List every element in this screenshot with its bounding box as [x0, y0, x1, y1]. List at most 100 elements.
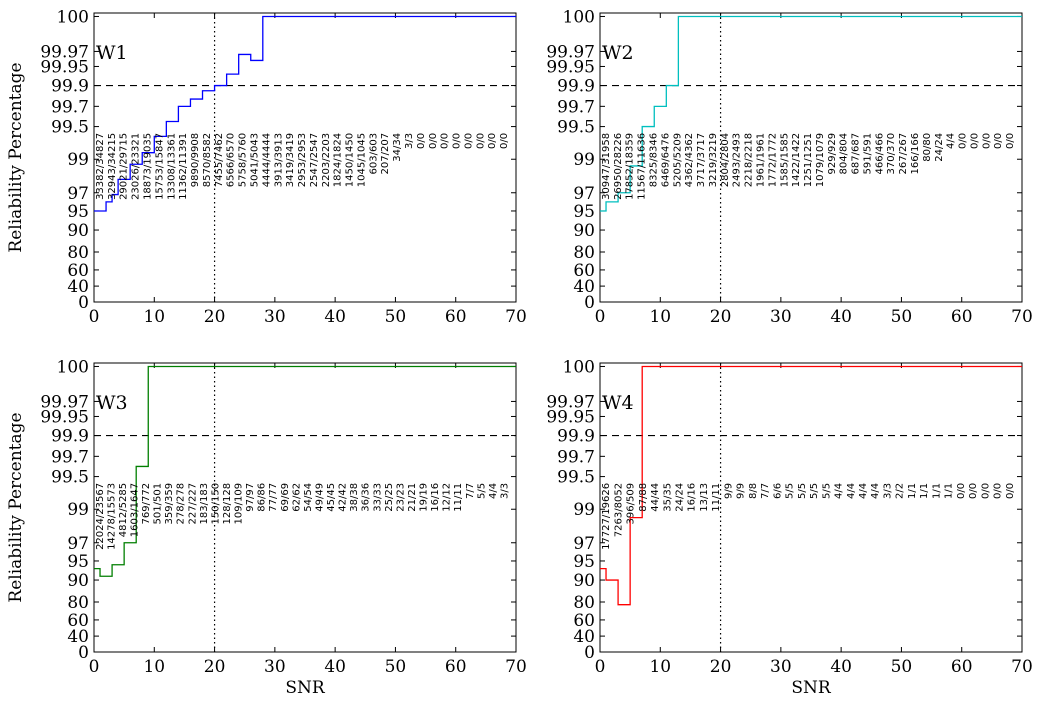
x-tick-label: 50 [385, 657, 407, 677]
y-tick-label: 60 [67, 261, 89, 281]
count-annotation: 1422/1422 [791, 133, 802, 187]
count-annotation: 29021/29715 [119, 133, 130, 200]
x-tick-label: 30 [770, 657, 792, 677]
count-annotation: 0/0 [993, 483, 1004, 499]
count-annotation: 69/69 [280, 483, 291, 512]
x-tick-label: 30 [770, 307, 792, 327]
count-annotation: 2804/2804 [720, 133, 731, 187]
x-tick-label: 70 [505, 307, 527, 327]
count-annotation: 5/5 [797, 483, 808, 499]
count-annotation: 3/3 [499, 483, 510, 499]
y-axis-title: Reliability Percentage [6, 412, 26, 602]
y-tick-label: 97 [67, 534, 89, 554]
count-annotation: 35/35 [662, 483, 673, 512]
count-annotation: 1824/1824 [333, 133, 344, 187]
count-annotation: 687/687 [851, 133, 862, 175]
y-tick-label: 100 [57, 7, 89, 27]
count-annotation: 929/929 [827, 133, 838, 175]
y-tick-label: 99.95 [40, 57, 89, 77]
panel-label: W1 [96, 42, 128, 64]
count-annotation: 6566/6570 [226, 133, 237, 187]
x-tick-label: 40 [830, 307, 852, 327]
count-annotation: 4/4 [834, 483, 845, 499]
y-tick-label: 95 [573, 552, 595, 572]
count-annotation: 0/0 [956, 483, 967, 499]
count-annotation: 26950/28226 [613, 133, 624, 200]
y-tick-label: 99.9 [557, 427, 595, 447]
y-tick-label: 0 [584, 643, 595, 663]
count-annotation: 9/9 [736, 483, 747, 499]
count-annotation: 4/4 [858, 483, 869, 499]
x-tick-label: 40 [830, 657, 852, 677]
count-annotation: 13/13 [699, 483, 710, 512]
count-annotation: 166/166 [910, 133, 921, 175]
plot-panel-w1: 0 10 20 30 40 50 60 7004060809095979999.599.799… [6, 7, 527, 327]
y-tick-label: 80 [573, 243, 595, 263]
count-annotation: 1772/1772 [767, 133, 778, 187]
count-annotation: 0/0 [981, 133, 992, 149]
y-tick-label: 90 [67, 571, 89, 591]
y-tick-label: 99.7 [557, 97, 595, 117]
y-tick-label: 80 [573, 593, 595, 613]
count-annotation: 1079/1079 [815, 133, 826, 187]
count-annotation: 5/5 [476, 483, 487, 499]
count-annotation: 0/0 [958, 133, 969, 149]
x-tick-label: 20 [710, 307, 732, 327]
reliability-step-line [94, 15, 516, 212]
count-annotation: 0/0 [980, 483, 991, 499]
y-tick-label: 99.97 [40, 392, 89, 412]
count-annotation: 4812/5285 [118, 483, 129, 537]
count-annotation: 5758/5760 [238, 133, 249, 187]
x-axis-title: SNR [791, 678, 832, 698]
count-annotation: 0/0 [452, 133, 463, 149]
x-tick-label: 0 [89, 657, 100, 677]
count-annotation: 3717/3717 [696, 133, 707, 187]
y-tick-label: 99 [67, 150, 89, 170]
count-annotation: 804/804 [839, 133, 850, 175]
y-tick-label: 60 [67, 611, 89, 631]
count-annotation: 17727/19626 [601, 483, 612, 550]
axes-frame [93, 362, 517, 653]
count-annotation: 33382/34827 [95, 133, 106, 200]
count-annotation: 13308/13361 [166, 133, 177, 200]
count-annotation: 359/359 [164, 483, 175, 525]
count-annotation: 44/44 [650, 483, 661, 512]
count-annotation: 0/0 [416, 133, 427, 149]
y-tick-label: 0 [78, 643, 89, 663]
x-tick-label: 10 [143, 657, 165, 677]
count-annotation: 0/0 [475, 133, 486, 149]
count-annotation: 0/0 [1005, 483, 1016, 499]
y-tick-label: 99.9 [557, 77, 595, 97]
count-annotation: 8325/8346 [648, 133, 659, 187]
x-tick-label: 50 [891, 657, 913, 677]
x-tick-label: 0 [89, 307, 100, 327]
x-tick-label: 0 [595, 307, 606, 327]
x-tick-label: 20 [710, 657, 732, 677]
count-annotation: 32943/34215 [107, 133, 118, 200]
plot-panel-w3: 0 10 20 30 40 50 60 7004060809095979999.599.799… [6, 357, 527, 698]
count-annotation: 1585/1585 [779, 133, 790, 187]
y-tick-label: 99.95 [40, 407, 89, 427]
count-annotation: 1603/1647 [129, 483, 140, 537]
y-tick-label: 99 [67, 500, 89, 520]
y-tick-label: 0 [584, 293, 595, 313]
count-annotation: 54/54 [303, 483, 314, 512]
count-annotation: 4/4 [946, 133, 957, 149]
count-annotation: 0/0 [968, 483, 979, 499]
count-annotation: 17852/18359 [625, 133, 636, 200]
count-annotation: 2203/2203 [321, 133, 332, 187]
count-annotation: 1450/1450 [345, 133, 356, 187]
count-annotation: 36/36 [361, 483, 372, 512]
count-annotation: 9890/9908 [190, 133, 201, 187]
count-annotation: 1/1 [919, 483, 930, 499]
count-annotation: 24/24 [934, 133, 945, 162]
count-annotation: 16/16 [430, 483, 441, 512]
count-annotation: 0/0 [1005, 133, 1016, 149]
count-annotation: 16/16 [687, 483, 698, 512]
count-annotation: 1/1 [907, 483, 918, 499]
y-tick-label: 97 [573, 184, 595, 204]
x-tick-label: 70 [1011, 657, 1033, 677]
count-annotation: 5/5 [785, 483, 796, 499]
panel-label: W4 [602, 392, 634, 414]
